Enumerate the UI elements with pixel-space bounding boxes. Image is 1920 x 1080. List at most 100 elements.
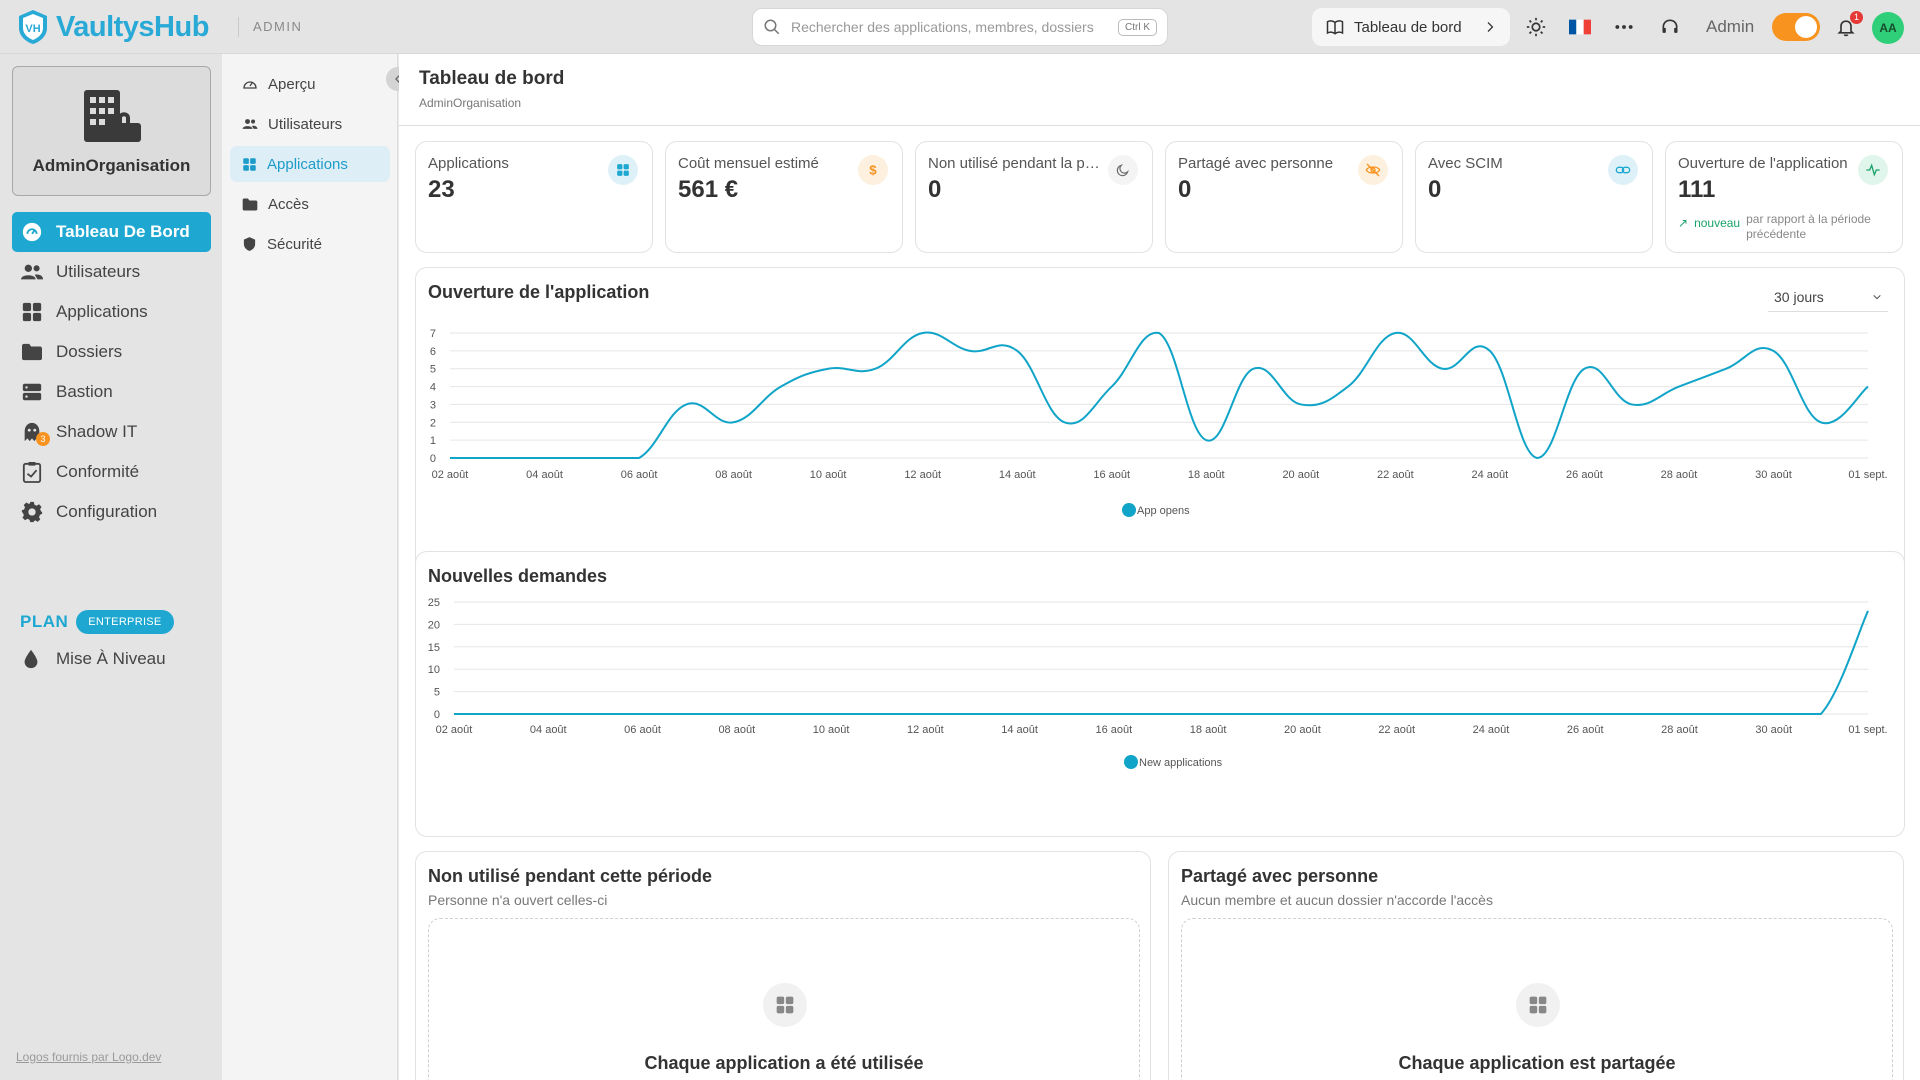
theme-toggle[interactable] xyxy=(1523,14,1549,40)
stat-card-app-opens[interactable]: Ouverture de l'application 111 ↗ nouveau… xyxy=(1665,141,1903,253)
shadow-it-badge: 3 xyxy=(36,432,50,446)
y-tick-label: 20 xyxy=(428,619,440,631)
stat-value: 0 xyxy=(1428,176,1442,203)
sidebar-item-dashboard[interactable]: Tableau De Bord xyxy=(12,212,211,252)
app-logo[interactable]: VH VaultysHub xyxy=(16,8,209,46)
folder-icon xyxy=(22,343,42,361)
subnav-item-security[interactable]: Sécurité xyxy=(230,226,390,262)
stat-card-scim[interactable]: Avec SCIM 0 xyxy=(1415,141,1653,253)
admin-mode-toggle[interactable] xyxy=(1772,13,1820,41)
page-title: Tableau de bord xyxy=(419,68,565,89)
y-tick-label: 1 xyxy=(430,435,436,447)
more-menu[interactable] xyxy=(1611,14,1637,40)
stat-card-unused[interactable]: Non utilisé pendant la période 0 xyxy=(915,141,1153,253)
gear-icon xyxy=(21,501,43,523)
logo-credit-link[interactable]: Logos fournis par Logo.dev xyxy=(16,1050,162,1064)
support-button[interactable] xyxy=(1657,14,1683,40)
subnav-item-label: Applications xyxy=(267,155,348,173)
subnav-item-applications[interactable]: Applications xyxy=(230,146,390,182)
dashboard-icon xyxy=(22,222,42,242)
trend-up-icon: ↗ xyxy=(1678,216,1689,230)
x-tick-label: 12 août xyxy=(904,469,941,481)
building-lock-icon xyxy=(83,90,141,142)
y-tick-label: 2 xyxy=(430,417,436,429)
notifications-button[interactable] xyxy=(1833,14,1859,40)
x-tick-label: 20 août xyxy=(1282,469,1319,481)
stat-card-unshared[interactable]: Partagé avec personne 0 xyxy=(1165,141,1403,253)
sidebar-item-applications[interactable]: Applications xyxy=(12,292,211,332)
stat-card-applications[interactable]: Applications 23 xyxy=(415,141,653,253)
sidebar-item-compliance[interactable]: Conformité xyxy=(12,452,211,492)
sidebar-item-folders[interactable]: Dossiers xyxy=(12,332,211,372)
headset-icon xyxy=(1662,19,1678,33)
stat-value: 111 xyxy=(1678,176,1716,203)
subnav-item-users[interactable]: Utilisateurs xyxy=(230,106,390,142)
ghost-icon xyxy=(24,422,40,442)
subnav-item-access[interactable]: Accès xyxy=(230,186,390,222)
x-tick-label: 14 août xyxy=(1001,724,1038,736)
new-requests-chart: 0 5 10 15 20 25 02 août 04 août 06 août 08 août 10… xyxy=(428,597,1888,769)
stat-label: Coût mensuel estimé xyxy=(678,155,819,172)
subnav-item-label: Utilisateurs xyxy=(268,115,343,133)
folder-icon xyxy=(242,198,258,210)
language-selector[interactable] xyxy=(1567,14,1593,40)
more-dots-icon xyxy=(1615,25,1633,29)
x-tick-label: 04 août xyxy=(526,469,563,481)
x-tick-label: 06 août xyxy=(621,469,658,481)
unshared-apps-panel: Partagé avec personne Aucun membre et au… xyxy=(1168,851,1904,1080)
sidebar: AdminOrganisation Tableau De Bord Utilis… xyxy=(0,54,222,1080)
dollar-icon: $ xyxy=(858,155,888,185)
x-tick-label: 22 août xyxy=(1377,469,1414,481)
org-card[interactable]: AdminOrganisation xyxy=(12,66,211,196)
new-requests-chart-card: Nouvelles demandes 0 5 10 15 20 25 02 août 04 a… xyxy=(415,551,1905,837)
sidebar-item-label: Bastion xyxy=(56,382,113,401)
sidebar-item-label: Dossiers xyxy=(56,342,123,361)
upgrade-link[interactable]: Mise À Niveau xyxy=(20,648,166,670)
panel-subtitle: Aucun membre et aucun dossier n'accorde … xyxy=(1181,892,1493,908)
unused-apps-panel: Non utilisé pendant cette période Person… xyxy=(415,851,1151,1080)
sidebar-item-users[interactable]: Utilisateurs xyxy=(12,252,211,292)
sidebar-item-configuration[interactable]: Configuration xyxy=(12,492,211,532)
apps-grid-icon xyxy=(763,983,807,1027)
sub-nav: Aperçu Utilisateurs Applications Accès S… xyxy=(222,54,398,1080)
subnav-item-label: Aperçu xyxy=(268,75,316,93)
plan-row: PLAN ENTERPRISE xyxy=(20,610,174,634)
trend-label: nouveau xyxy=(1694,216,1741,230)
legend-label: App opens xyxy=(1137,505,1190,517)
y-tick-label: 6 xyxy=(430,346,436,358)
empty-state: Chaque application a été utilisée xyxy=(428,918,1140,1080)
shield-logo-icon: VH xyxy=(19,10,47,44)
breadcrumb-button[interactable]: Tableau de bord xyxy=(1312,8,1510,46)
search-input[interactable] xyxy=(791,19,1118,35)
svg-text:VH: VH xyxy=(25,23,40,35)
page-header: Tableau de bord AdminOrganisation xyxy=(399,54,1920,126)
link-icon xyxy=(1608,155,1638,185)
avatar[interactable]: AA xyxy=(1872,12,1904,44)
section-tag: ADMIN xyxy=(238,17,302,37)
search-bar[interactable]: Ctrl K xyxy=(752,8,1168,46)
stat-card-monthly-cost[interactable]: Coût mensuel estimé 561 € $ xyxy=(665,141,903,253)
subnav-item-overview[interactable]: Aperçu xyxy=(230,66,390,102)
sidebar-item-shadow-it[interactable]: Shadow IT 3 xyxy=(12,412,211,452)
sidebar-item-bastion[interactable]: Bastion xyxy=(12,372,211,412)
trend-note: par rapport à la période précédente xyxy=(1746,212,1871,241)
y-tick-label: 0 xyxy=(434,709,440,721)
sidebar-item-label: Configuration xyxy=(56,502,158,521)
range-select[interactable]: 30 jours xyxy=(1768,282,1888,312)
series-line xyxy=(449,331,1869,460)
activity-icon xyxy=(1858,155,1888,185)
x-tick-label: 30 août xyxy=(1755,469,1792,481)
stat-label: Partagé avec personne xyxy=(1178,155,1334,172)
svg-text:$: $ xyxy=(869,163,877,178)
clipboard-check-icon xyxy=(22,462,42,483)
user-role-label: Admin xyxy=(1706,17,1755,36)
y-tick-label: 10 xyxy=(428,664,440,676)
users-icon xyxy=(242,119,258,129)
users-icon xyxy=(21,264,43,280)
y-tick-label: 25 xyxy=(428,597,440,609)
chevron-right-icon xyxy=(1487,22,1494,32)
legend-swatch xyxy=(1122,503,1136,517)
chart-title: Ouverture de l'application xyxy=(428,282,650,302)
main-nav: Tableau De Bord Utilisateurs Application… xyxy=(12,212,211,532)
book-icon xyxy=(1326,20,1344,35)
